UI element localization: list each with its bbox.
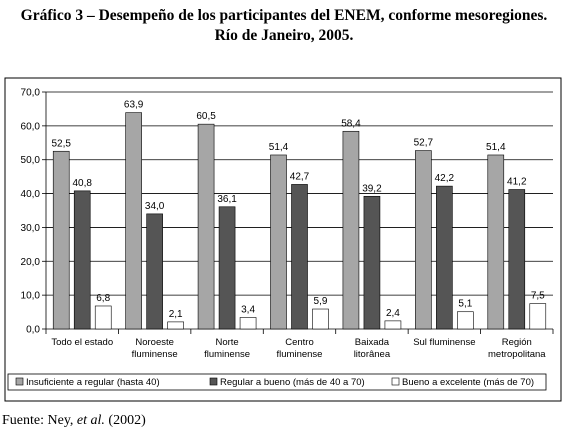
x-tick-label: Región xyxy=(502,337,532,348)
y-tick-label: 60,0 xyxy=(21,121,41,132)
y-tick-label: 20,0 xyxy=(21,257,41,268)
data-label: 51,4 xyxy=(486,142,506,153)
data-label: 58,4 xyxy=(341,118,361,129)
data-label: 5,1 xyxy=(458,299,472,310)
y-tick-label: 10,0 xyxy=(21,291,41,302)
data-label: 52,5 xyxy=(51,138,71,149)
data-label: 41,2 xyxy=(507,177,527,188)
bar xyxy=(146,213,163,330)
y-axis-tick-labels: 0,0 10,0 20,0 30,0 40,0 50,0 60,0 70,0 xyxy=(21,88,41,336)
x-tick-label: Sul fluminense xyxy=(413,337,475,348)
data-label: 39,2 xyxy=(362,183,382,194)
data-label: 36,1 xyxy=(217,194,237,205)
x-tick-label: Norte xyxy=(215,337,238,348)
x-tick-label: Noroeste xyxy=(135,337,174,348)
x-tick-label: fluminense xyxy=(277,349,323,360)
x-tick-label: litorânea xyxy=(354,349,391,360)
source-etal: et al. xyxy=(76,413,105,428)
source-note: Fuente: Ney, et al. (2002) xyxy=(2,413,146,429)
bars xyxy=(52,112,547,330)
data-label: 51,4 xyxy=(269,142,289,153)
title-line-2: Río de Janeiro, 2005. xyxy=(214,27,354,44)
bar xyxy=(167,321,184,330)
data-label: 52,7 xyxy=(414,138,434,149)
x-tick-label: Centro xyxy=(285,337,314,348)
legend-swatch xyxy=(391,377,400,386)
x-tick-label: Baixada xyxy=(355,337,390,348)
data-label: 40,8 xyxy=(72,178,92,189)
data-label: 63,9 xyxy=(124,100,144,111)
data-label: 6,8 xyxy=(96,293,110,304)
legend-label: Bueno a excelente (más de 70) xyxy=(402,377,534,388)
bar xyxy=(363,195,381,330)
bar xyxy=(291,184,308,330)
x-tick-label: metropolitana xyxy=(488,349,546,360)
data-label: 34,0 xyxy=(145,201,165,212)
bar xyxy=(312,308,329,330)
bar xyxy=(197,123,215,330)
data-label: 2,4 xyxy=(386,308,400,319)
legend-swatch xyxy=(209,377,218,386)
legend: Insuficiente a regular (hasta 40) Regular… xyxy=(15,377,534,388)
data-label: 5,9 xyxy=(314,296,328,307)
data-labels: 52,5 40,8 6,8 63,9 34,0 2,1 60,5 36,1 3,4 51,4 42,… xyxy=(51,100,545,320)
bar xyxy=(457,311,474,330)
y-tick-label: 70,0 xyxy=(21,88,41,99)
legend-box xyxy=(7,373,547,391)
data-label: 2,1 xyxy=(169,309,183,320)
bar xyxy=(218,206,236,330)
bar xyxy=(73,190,91,330)
y-tick-label: 30,0 xyxy=(21,223,41,234)
data-label: 60,5 xyxy=(196,111,216,122)
x-tick-label: Todo el estado xyxy=(51,337,113,348)
title-line-1: Gráfico 3 – Desempeño de los participant… xyxy=(20,7,548,24)
x-tick-label: fluminense xyxy=(132,349,178,360)
data-label: 42,2 xyxy=(435,173,455,184)
legend-label: Insuficiente a regular (hasta 40) xyxy=(26,377,160,388)
y-tick-label: 50,0 xyxy=(21,155,41,166)
bar xyxy=(384,320,402,330)
bar xyxy=(342,130,360,330)
bar xyxy=(94,305,112,330)
bar xyxy=(270,154,287,330)
bar xyxy=(529,303,547,330)
x-axis-tick-labels: Todo el estado NoroestefluminenseNorteflu… xyxy=(51,337,546,360)
data-label: 7,5 xyxy=(531,291,545,302)
data-label: 42,7 xyxy=(290,171,310,182)
legend-label: Regular a bueno (más de 40 a 70) xyxy=(220,377,365,388)
data-label: 3,4 xyxy=(241,304,255,315)
bar xyxy=(125,112,142,330)
chart-title: Gráfico 3 – Desempeño de los participant… xyxy=(0,6,568,46)
bar xyxy=(239,317,257,330)
bar xyxy=(436,185,453,330)
bar xyxy=(415,150,432,330)
legend-swatch xyxy=(15,377,24,386)
source-suffix: (2002) xyxy=(104,413,146,428)
bar xyxy=(508,189,526,330)
x-tick-label: fluminense xyxy=(204,349,250,360)
y-tick-label: 0,0 xyxy=(26,325,40,336)
bar xyxy=(52,150,70,330)
source-prefix: Fuente: Ney, xyxy=(2,413,77,428)
y-tick-label: 40,0 xyxy=(21,189,41,200)
chart-frame xyxy=(4,77,562,402)
bar xyxy=(487,154,505,330)
